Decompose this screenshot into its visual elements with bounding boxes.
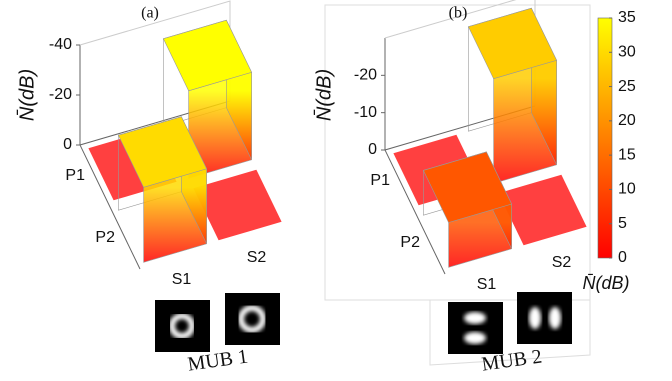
bar [162, 19, 253, 179]
bar [117, 116, 208, 263]
bar-top [117, 116, 208, 188]
z-tick-label: -10 [354, 104, 377, 121]
colorbar-label: N̄(dB) [582, 273, 629, 293]
colorbar-tick-label: 15 [618, 146, 636, 163]
z-tick-label: 0 [63, 136, 72, 153]
bar-top [193, 169, 282, 241]
mode-images-a [155, 293, 280, 352]
row-label: P1 [370, 172, 390, 189]
colorbar-tick-label: 10 [618, 181, 636, 198]
colorbar-tick-label: 20 [618, 112, 636, 129]
bar [422, 151, 513, 268]
bar-top [162, 19, 253, 92]
colorbar-tick-label: 0 [618, 249, 627, 266]
z-label: N̄(dB) [15, 69, 38, 121]
bar [498, 174, 587, 246]
column-label: S2 [247, 249, 267, 266]
bar-top [498, 174, 587, 246]
z-tick-label: -40 [49, 36, 72, 53]
z-tick-label: -20 [354, 67, 377, 84]
bar-top [422, 151, 513, 223]
column-label: S1 [172, 271, 192, 288]
colorbar-tick-label: 25 [618, 78, 636, 95]
bar-top [467, 7, 558, 80]
column-label: S2 [552, 254, 572, 271]
z-tick-label: -20 [49, 86, 72, 103]
mode-images-b [429, 292, 591, 366]
row-label: P2 [400, 234, 420, 251]
panel-title: (a) [141, 5, 159, 22]
bar [193, 169, 282, 241]
row-label: P2 [95, 229, 115, 246]
colorbar [597, 17, 613, 259]
colorbar-tick-label: 5 [618, 215, 627, 232]
colorbar-tick-label: 35 [618, 9, 636, 26]
panel-title: (b) [449, 5, 468, 22]
z-label: N̄(dB) [312, 69, 335, 121]
column-label: S1 [477, 276, 497, 293]
bar [467, 7, 558, 184]
colorbar-tick-label: 30 [618, 44, 636, 61]
row-label: P1 [65, 167, 85, 184]
z-tick-label: 0 [368, 141, 377, 158]
